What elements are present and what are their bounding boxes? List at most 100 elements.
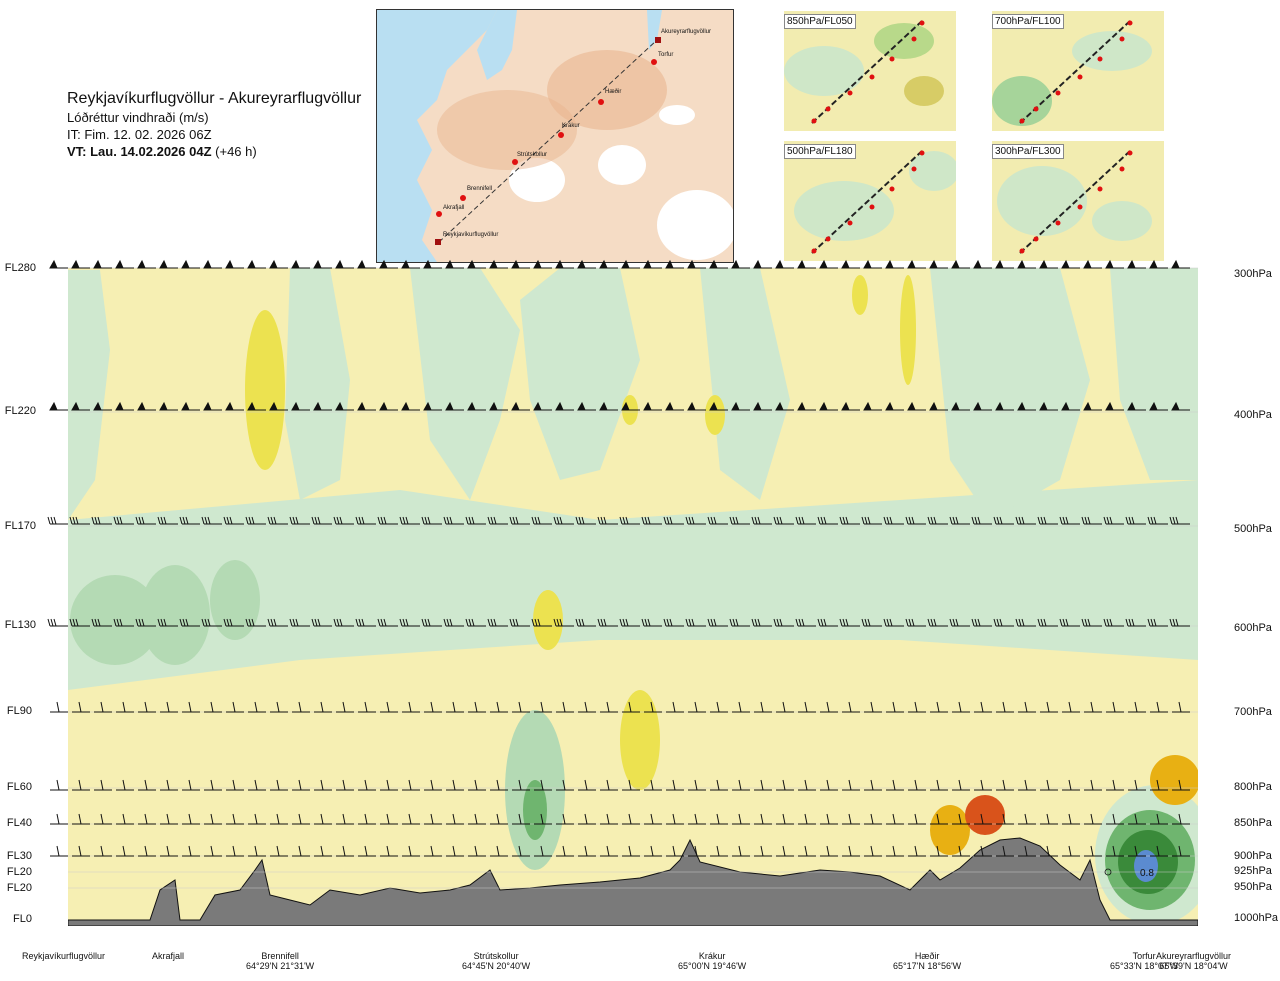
wind-barb-feather bbox=[1024, 701, 1028, 713]
wind-barb-feather bbox=[386, 813, 390, 825]
wind-barb-flag bbox=[951, 259, 960, 269]
wind-barb-feather bbox=[958, 845, 962, 857]
wind-barb-flag bbox=[687, 259, 696, 269]
wind-barb-feather bbox=[688, 618, 692, 627]
wind-barb-feather bbox=[848, 779, 852, 791]
wind-barb-flag bbox=[599, 401, 608, 411]
wind-barb-feather bbox=[537, 516, 541, 525]
wind-barb-feather bbox=[471, 618, 475, 627]
wind-barb-feather bbox=[1062, 516, 1066, 525]
location-name: Torfur bbox=[1132, 951, 1156, 961]
terrain-profile bbox=[68, 837, 1198, 926]
wind-barb-feather bbox=[562, 701, 566, 713]
wind-barb-feather bbox=[314, 618, 318, 627]
wind-barb-feather bbox=[713, 516, 717, 525]
wind-barb-feather bbox=[826, 845, 830, 857]
wind-barb-feather bbox=[474, 701, 478, 713]
wind-barb-feather bbox=[248, 618, 252, 627]
wind-barb-flag bbox=[621, 259, 630, 269]
wind-barb-feather bbox=[801, 618, 805, 627]
wind-barb-feather bbox=[971, 516, 975, 525]
wind-barb-flag bbox=[643, 259, 652, 269]
wind-barb-feather bbox=[515, 516, 519, 525]
wind-barb-feather bbox=[56, 701, 60, 713]
annotation-value: 0.8 bbox=[1140, 868, 1154, 879]
route-map: Akureyrarflugvöllur Torfur Hæðir Krákur … bbox=[376, 9, 734, 263]
fl-label: FL220 bbox=[4, 405, 36, 417]
wind-barb-feather bbox=[471, 516, 475, 525]
wind-barb-feather bbox=[760, 813, 764, 825]
wind-barb-feather bbox=[622, 516, 626, 525]
wind-barb-feather bbox=[452, 779, 456, 791]
wind-barb-feather bbox=[1084, 516, 1088, 525]
wind-barb-feather bbox=[490, 516, 494, 525]
wind-barb-feather bbox=[650, 813, 654, 825]
wind-barb-feather bbox=[270, 516, 274, 525]
wind-barb-feather bbox=[908, 516, 912, 525]
wind-barb-feather bbox=[949, 516, 953, 525]
wind-barb-feather bbox=[78, 845, 82, 857]
wind-barb-feather bbox=[468, 618, 472, 627]
wind-barb-feather bbox=[1065, 618, 1069, 627]
wind-barb-feather bbox=[949, 618, 953, 627]
wind-barb-feather bbox=[267, 516, 271, 525]
wind-barb-feather bbox=[1090, 779, 1094, 791]
wind-barb-feather bbox=[914, 845, 918, 857]
contour-down-moderate bbox=[210, 560, 260, 640]
wind-barb-feather bbox=[955, 618, 959, 627]
wind-barb-feather bbox=[584, 701, 588, 713]
wind-barb-feather bbox=[254, 813, 258, 825]
wind-barb-feather bbox=[905, 618, 909, 627]
wind-barb-feather bbox=[870, 845, 874, 857]
wind-barb-feather bbox=[754, 618, 758, 627]
wind-barb-feather bbox=[100, 779, 104, 791]
wind-barb-feather bbox=[540, 779, 544, 791]
wind-barb-feather bbox=[97, 618, 101, 627]
wind-barb-feather bbox=[955, 516, 959, 525]
wind-barb-feather bbox=[1018, 618, 1022, 627]
wind-barb-feather bbox=[628, 701, 632, 713]
wind-barb-feather bbox=[1153, 516, 1157, 525]
wind-barb-feather bbox=[867, 618, 871, 627]
wind-barb-feather bbox=[116, 618, 120, 627]
wind-barb-feather bbox=[1134, 845, 1138, 857]
wind-barb-feather bbox=[69, 516, 73, 525]
wind-barb-feather bbox=[889, 618, 893, 627]
location-label: Hæðir 65°17'N 18°56'W bbox=[893, 951, 961, 971]
wind-barb-feather bbox=[144, 813, 148, 825]
wind-barb-feather bbox=[339, 618, 343, 627]
wind-barb-feather bbox=[958, 779, 962, 791]
wind-barb-flag bbox=[335, 259, 344, 269]
wind-barb-feather bbox=[782, 845, 786, 857]
wind-barb-feather bbox=[735, 516, 739, 525]
wind-barb-feather bbox=[1178, 845, 1182, 857]
wind-barb-feather bbox=[562, 779, 566, 791]
wind-barb-feather bbox=[729, 618, 733, 627]
wind-barb-feather bbox=[113, 618, 117, 627]
wind-barb-flag bbox=[863, 401, 872, 411]
wind-barb-feather bbox=[185, 618, 189, 627]
wind-barb-flag bbox=[1105, 401, 1114, 411]
wind-barb-feather bbox=[738, 845, 742, 857]
wind-barb-feather bbox=[817, 516, 821, 525]
wind-barb-flag bbox=[775, 401, 784, 411]
wind-barb-feather bbox=[531, 516, 535, 525]
wind-barb-feather bbox=[490, 618, 494, 627]
wind-barb-feather bbox=[135, 516, 139, 525]
wind-barb-feather bbox=[1037, 516, 1041, 525]
wind-barb-feather bbox=[936, 701, 940, 713]
mini-map-label: 300hPa/FL300 bbox=[992, 144, 1064, 159]
wind-barb-feather bbox=[1109, 618, 1113, 627]
wind-barb-flag bbox=[49, 259, 58, 269]
wind-barb-flag bbox=[511, 259, 520, 269]
wind-barb-feather bbox=[1024, 779, 1028, 791]
wind-barb-feather bbox=[1106, 618, 1110, 627]
wind-barb-feather bbox=[210, 701, 214, 713]
wind-barb-feather bbox=[1068, 845, 1072, 857]
wind-barb-feather bbox=[663, 516, 667, 525]
wind-barb-feather bbox=[823, 516, 827, 525]
wind-barb-feather bbox=[512, 618, 516, 627]
wind-barb-flag bbox=[357, 259, 366, 269]
wind-barb-flag bbox=[423, 401, 432, 411]
location-name: Strútskollur bbox=[473, 951, 519, 961]
